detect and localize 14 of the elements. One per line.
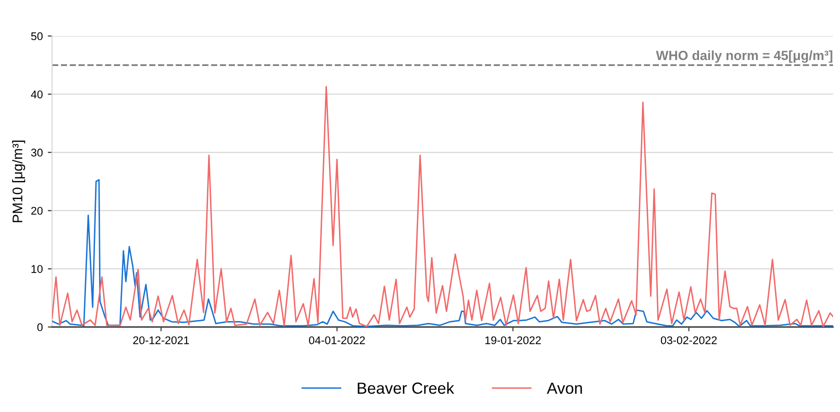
x-tick-label: 03-02-2022 bbox=[660, 336, 717, 344]
y-tick-label: 40 bbox=[30, 90, 43, 98]
y-tick-label: 50 bbox=[31, 32, 43, 40]
y-axis-title: PM10 [μg/m³] bbox=[12, 140, 26, 222]
x-tick-label: 04-01-2022 bbox=[309, 336, 365, 344]
x-tick-label: 19-01-2022 bbox=[485, 336, 541, 344]
y-tick-label: 20 bbox=[31, 206, 43, 215]
legend-label: Beaver Creek bbox=[358, 382, 454, 394]
x-tick-label: 20-12-2021 bbox=[133, 336, 189, 344]
y-tick-label: 30 bbox=[31, 148, 43, 157]
legend-label: Avon bbox=[546, 382, 582, 394]
ref-line-label: WHO daily norm = 45[μg/m³] bbox=[656, 50, 832, 63]
y-tick-label: 10 bbox=[32, 265, 43, 273]
y-tick-label: 0 bbox=[37, 323, 43, 332]
